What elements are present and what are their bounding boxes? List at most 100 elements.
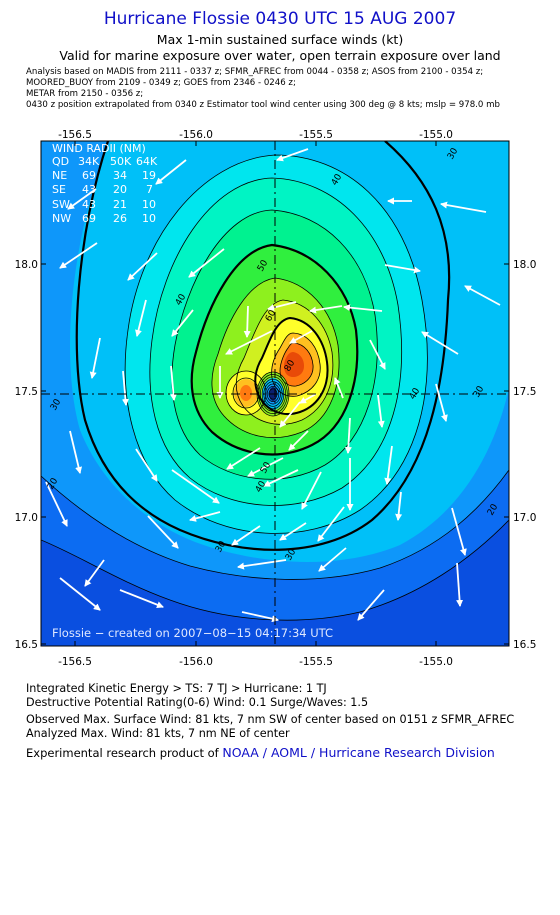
wind-contours (41, 141, 509, 621)
wind-vector-arrow (59, 242, 98, 269)
wind-vector-arrow (299, 393, 317, 404)
lon-tick-label: -155.5 (299, 129, 333, 141)
wind-vector-arrow (289, 330, 313, 344)
analysis-note-line: 0430 z position extrapolated from 0340 z… (26, 100, 500, 110)
wind-vector-arrow (189, 511, 221, 522)
wind-radii-header: 50K (110, 155, 132, 168)
wind-vector-arrow (84, 559, 105, 587)
wind-band (284, 352, 304, 377)
wind-vector-arrow (377, 394, 385, 428)
lat-tick-label: 17.5 (513, 386, 536, 398)
axis-ticks: -156.5 -156.5 -156.0 -156.0 -155.5 -155.5 -155… (15, 129, 537, 668)
eye-contour (260, 376, 286, 412)
contour-line (124, 154, 428, 534)
contour-line (211, 277, 340, 439)
wind-radii-cell: 20 (113, 183, 127, 196)
wind-radii-header: 34K (78, 155, 100, 168)
wind-vector-arrow (135, 299, 147, 337)
wind-vector-arrow (421, 331, 459, 355)
lat-tick-label: 18.0 (513, 259, 536, 271)
lon-tick-label: -156.5 (58, 656, 92, 668)
wind-radii-cell: 26 (113, 212, 127, 225)
wind-vector-arrow (384, 445, 393, 485)
wind-radii-cell: SE (52, 183, 66, 196)
lat-tick-label: 17.0 (513, 512, 536, 524)
wind-vector-arrow (155, 159, 187, 185)
lon-tick-label: -155.0 (419, 656, 453, 668)
wind-vector-arrow (226, 447, 261, 470)
wind-vector-arrow (288, 430, 309, 451)
contour-line (235, 299, 334, 425)
wind-radii-cell: 43 (82, 198, 96, 211)
wind-vector-arrow (225, 330, 273, 355)
wind-vector-arrow (121, 370, 129, 406)
analysis-note-line: MOORED_BUOY from 2109 - 0349 z; GOES fro… (26, 78, 296, 88)
wind-vector-arrow (237, 559, 287, 570)
credit-line: Experimental research product of NOAA / … (26, 745, 495, 760)
lat-tick-label: 16.5 (15, 639, 38, 651)
wind-vectors (45, 148, 501, 623)
wind-radii-cell: 10 (142, 212, 156, 225)
wind-radii-cell: 43 (82, 183, 96, 196)
wind-vector-arrow (67, 188, 97, 210)
wind-vector-arrow (247, 457, 284, 477)
wind-radii-cell: 34 (113, 169, 127, 182)
credit-prefix: Experimental research product of (26, 746, 223, 760)
wind-vector-arrow (317, 506, 345, 542)
wind-vector-arrow (171, 309, 194, 337)
wind-vector-arrow (279, 522, 307, 541)
wind-radii-cell: 69 (82, 212, 96, 225)
contour-line (171, 209, 378, 480)
contour-line (225, 370, 267, 416)
wind-vector-arrow (241, 611, 279, 623)
wind-radii-cell: 21 (113, 198, 127, 211)
map-subtitle-winds: Max 1-min sustained surface winds (kt) (156, 32, 404, 47)
wind-vector-arrow (171, 469, 220, 504)
wind-vector-arrow (384, 264, 421, 274)
wind-vector-arrow (127, 252, 158, 281)
wind-vector-arrow (369, 339, 386, 370)
wind-vector-arrow (309, 305, 343, 314)
contour-line (75, 141, 451, 551)
lat-tick-label: 18.0 (15, 259, 38, 271)
wind-vector-arrow (169, 365, 177, 401)
wind-radii-cell: 19 (142, 169, 156, 182)
map-title: Hurricane Flossie 0430 UTC 15 AUG 2007 (103, 9, 457, 29)
lon-tick-label: -156.5 (58, 129, 92, 141)
wind-radii-cell: NE (52, 169, 67, 182)
lat-tick-label: 16.5 (513, 639, 536, 651)
wind-radii-table: WIND RADII (NM) QD 34K 50K 64K NE 69 34 … (52, 142, 158, 225)
lon-tick-label: -155.0 (419, 129, 453, 141)
observed-max-wind: Observed Max. Surface Wind: 81 kts, 7 nm… (26, 713, 515, 726)
contour-line (41, 469, 509, 580)
wind-vector-arrow (279, 401, 301, 428)
analyzed-max-wind: Analyzed Max. Wind: 81 kts, 7 nm NE of c… (26, 727, 290, 740)
secondary-max (240, 385, 252, 401)
wind-vector-arrow (456, 562, 464, 607)
credit-org-link[interactable]: NOAA / AOML / Hurricane Research Divisio… (222, 745, 495, 760)
analysis-note-line: Analysis based on MADIS from 2111 - 0337… (26, 67, 484, 77)
wind-vector-arrow (451, 507, 467, 556)
wind-vector-arrow (263, 469, 299, 487)
wind-vector-arrow (357, 589, 385, 621)
wind-radii-cell: 10 (142, 198, 156, 211)
wind-vector-arrow (440, 201, 487, 213)
wind-vector-arrow (231, 525, 261, 546)
wind-vector-arrow (188, 248, 225, 278)
wind-radii-cell: 7 (146, 183, 153, 196)
lon-tick-label: -156.0 (179, 129, 213, 141)
wind-vector-arrow (318, 547, 347, 572)
lon-tick-label: -155.5 (299, 656, 333, 668)
wind-vector-arrow (45, 481, 68, 527)
plot-frame (40, 140, 510, 647)
wind-radii-cell: NW (52, 212, 71, 225)
lat-tick-label: 17.5 (15, 386, 38, 398)
wind-radii-title: WIND RADII (NM) (52, 142, 146, 155)
wind-vector-arrow (243, 305, 251, 338)
wind-vector-arrow (333, 377, 344, 399)
wind-vector-arrow (267, 301, 297, 311)
dpr-text: Destructive Potential Rating(0-6) Wind: … (26, 696, 369, 709)
wind-radii-header: 64K (136, 155, 158, 168)
wind-radii-cell: 69 (82, 169, 96, 182)
